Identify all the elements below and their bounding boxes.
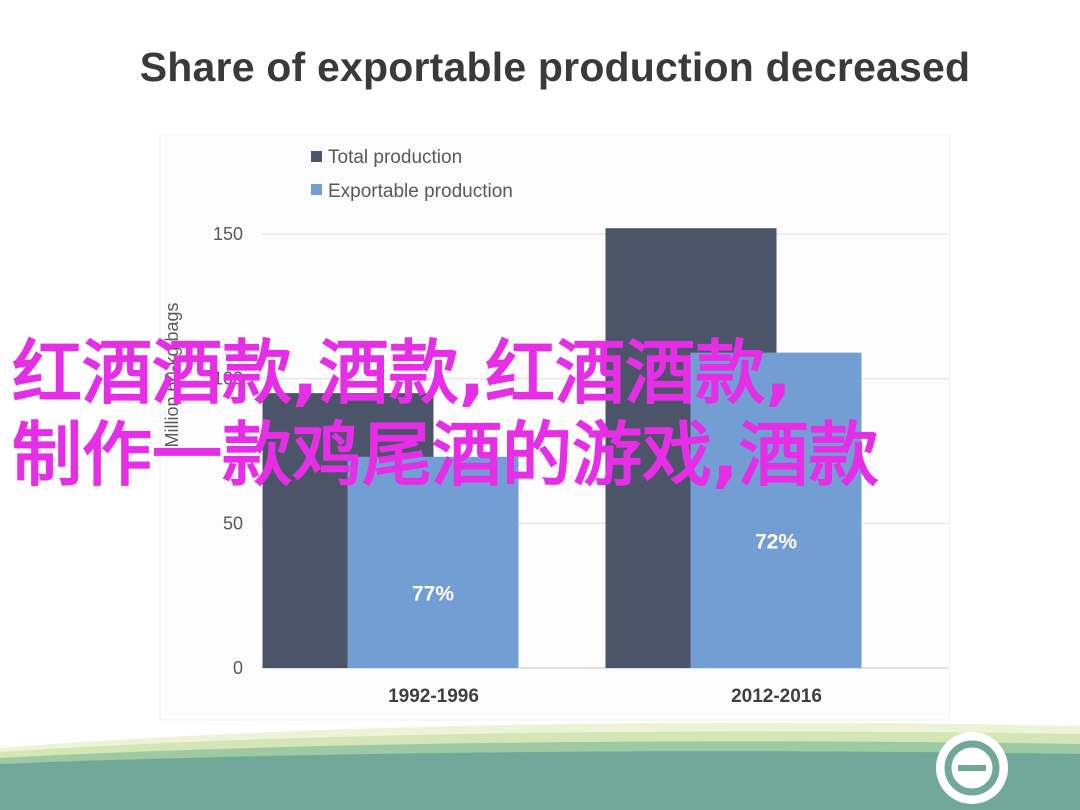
legend-swatch-exportable xyxy=(311,184,322,195)
footer-band-teal xyxy=(0,751,1080,810)
legend-label-total: Total production xyxy=(328,147,462,168)
bars xyxy=(262,228,862,669)
y-tick-label: 50 xyxy=(223,513,243,533)
chart-title: Share of exportable production decreased xyxy=(139,44,971,90)
legend-swatch-total xyxy=(311,151,322,162)
legend-label-exportable: Exportable production xyxy=(328,181,513,202)
y-tick-label: 150 xyxy=(213,224,243,244)
data-labels: 77% 72% xyxy=(412,530,797,605)
y-axis-ticks: 0 50 100 150 xyxy=(213,224,243,678)
footer-bands xyxy=(0,722,1080,810)
x-tick-label: 2012-2016 xyxy=(731,686,822,707)
legend: Total production Exportable production xyxy=(311,147,513,202)
x-axis-categories: 1992-1996 2012-2016 xyxy=(388,686,822,707)
y-tick-label: 100 xyxy=(213,369,243,389)
y-axis-label: Million 60-kg bags xyxy=(162,302,182,447)
data-label: 77% xyxy=(412,582,454,605)
data-label: 72% xyxy=(755,530,797,553)
x-tick-label: 1992-1996 xyxy=(388,686,479,707)
bar-exportable-1 xyxy=(347,456,519,668)
watermark-text-line-2: 制作一款鸡尾酒的游戏,酒款 xyxy=(12,414,879,496)
watermark-text-line-1: 红酒酒款,酒款,红酒酒款, xyxy=(12,332,792,414)
bar-exportable-2 xyxy=(690,352,862,668)
circle-logo-icon xyxy=(936,732,1008,804)
y-tick-label: 0 xyxy=(233,658,243,678)
